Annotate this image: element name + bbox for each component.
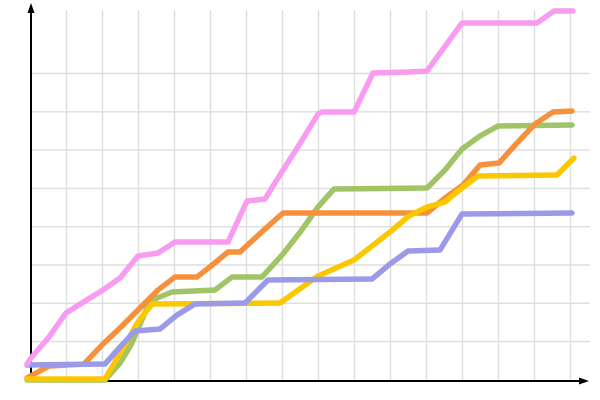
data-series: [24, 8, 577, 383]
axes: [27, 3, 589, 385]
series-yellow-line: [24, 155, 577, 382]
y-axis-arrowhead-icon: [27, 3, 35, 13]
series-periwinkle-line: [24, 210, 575, 368]
x-axis-arrowhead-icon: [579, 377, 589, 385]
gridlines: [31, 10, 590, 381]
series-violet-line: [24, 8, 576, 367]
series-green-line: [24, 122, 575, 383]
series-orange-line: [24, 108, 575, 381]
